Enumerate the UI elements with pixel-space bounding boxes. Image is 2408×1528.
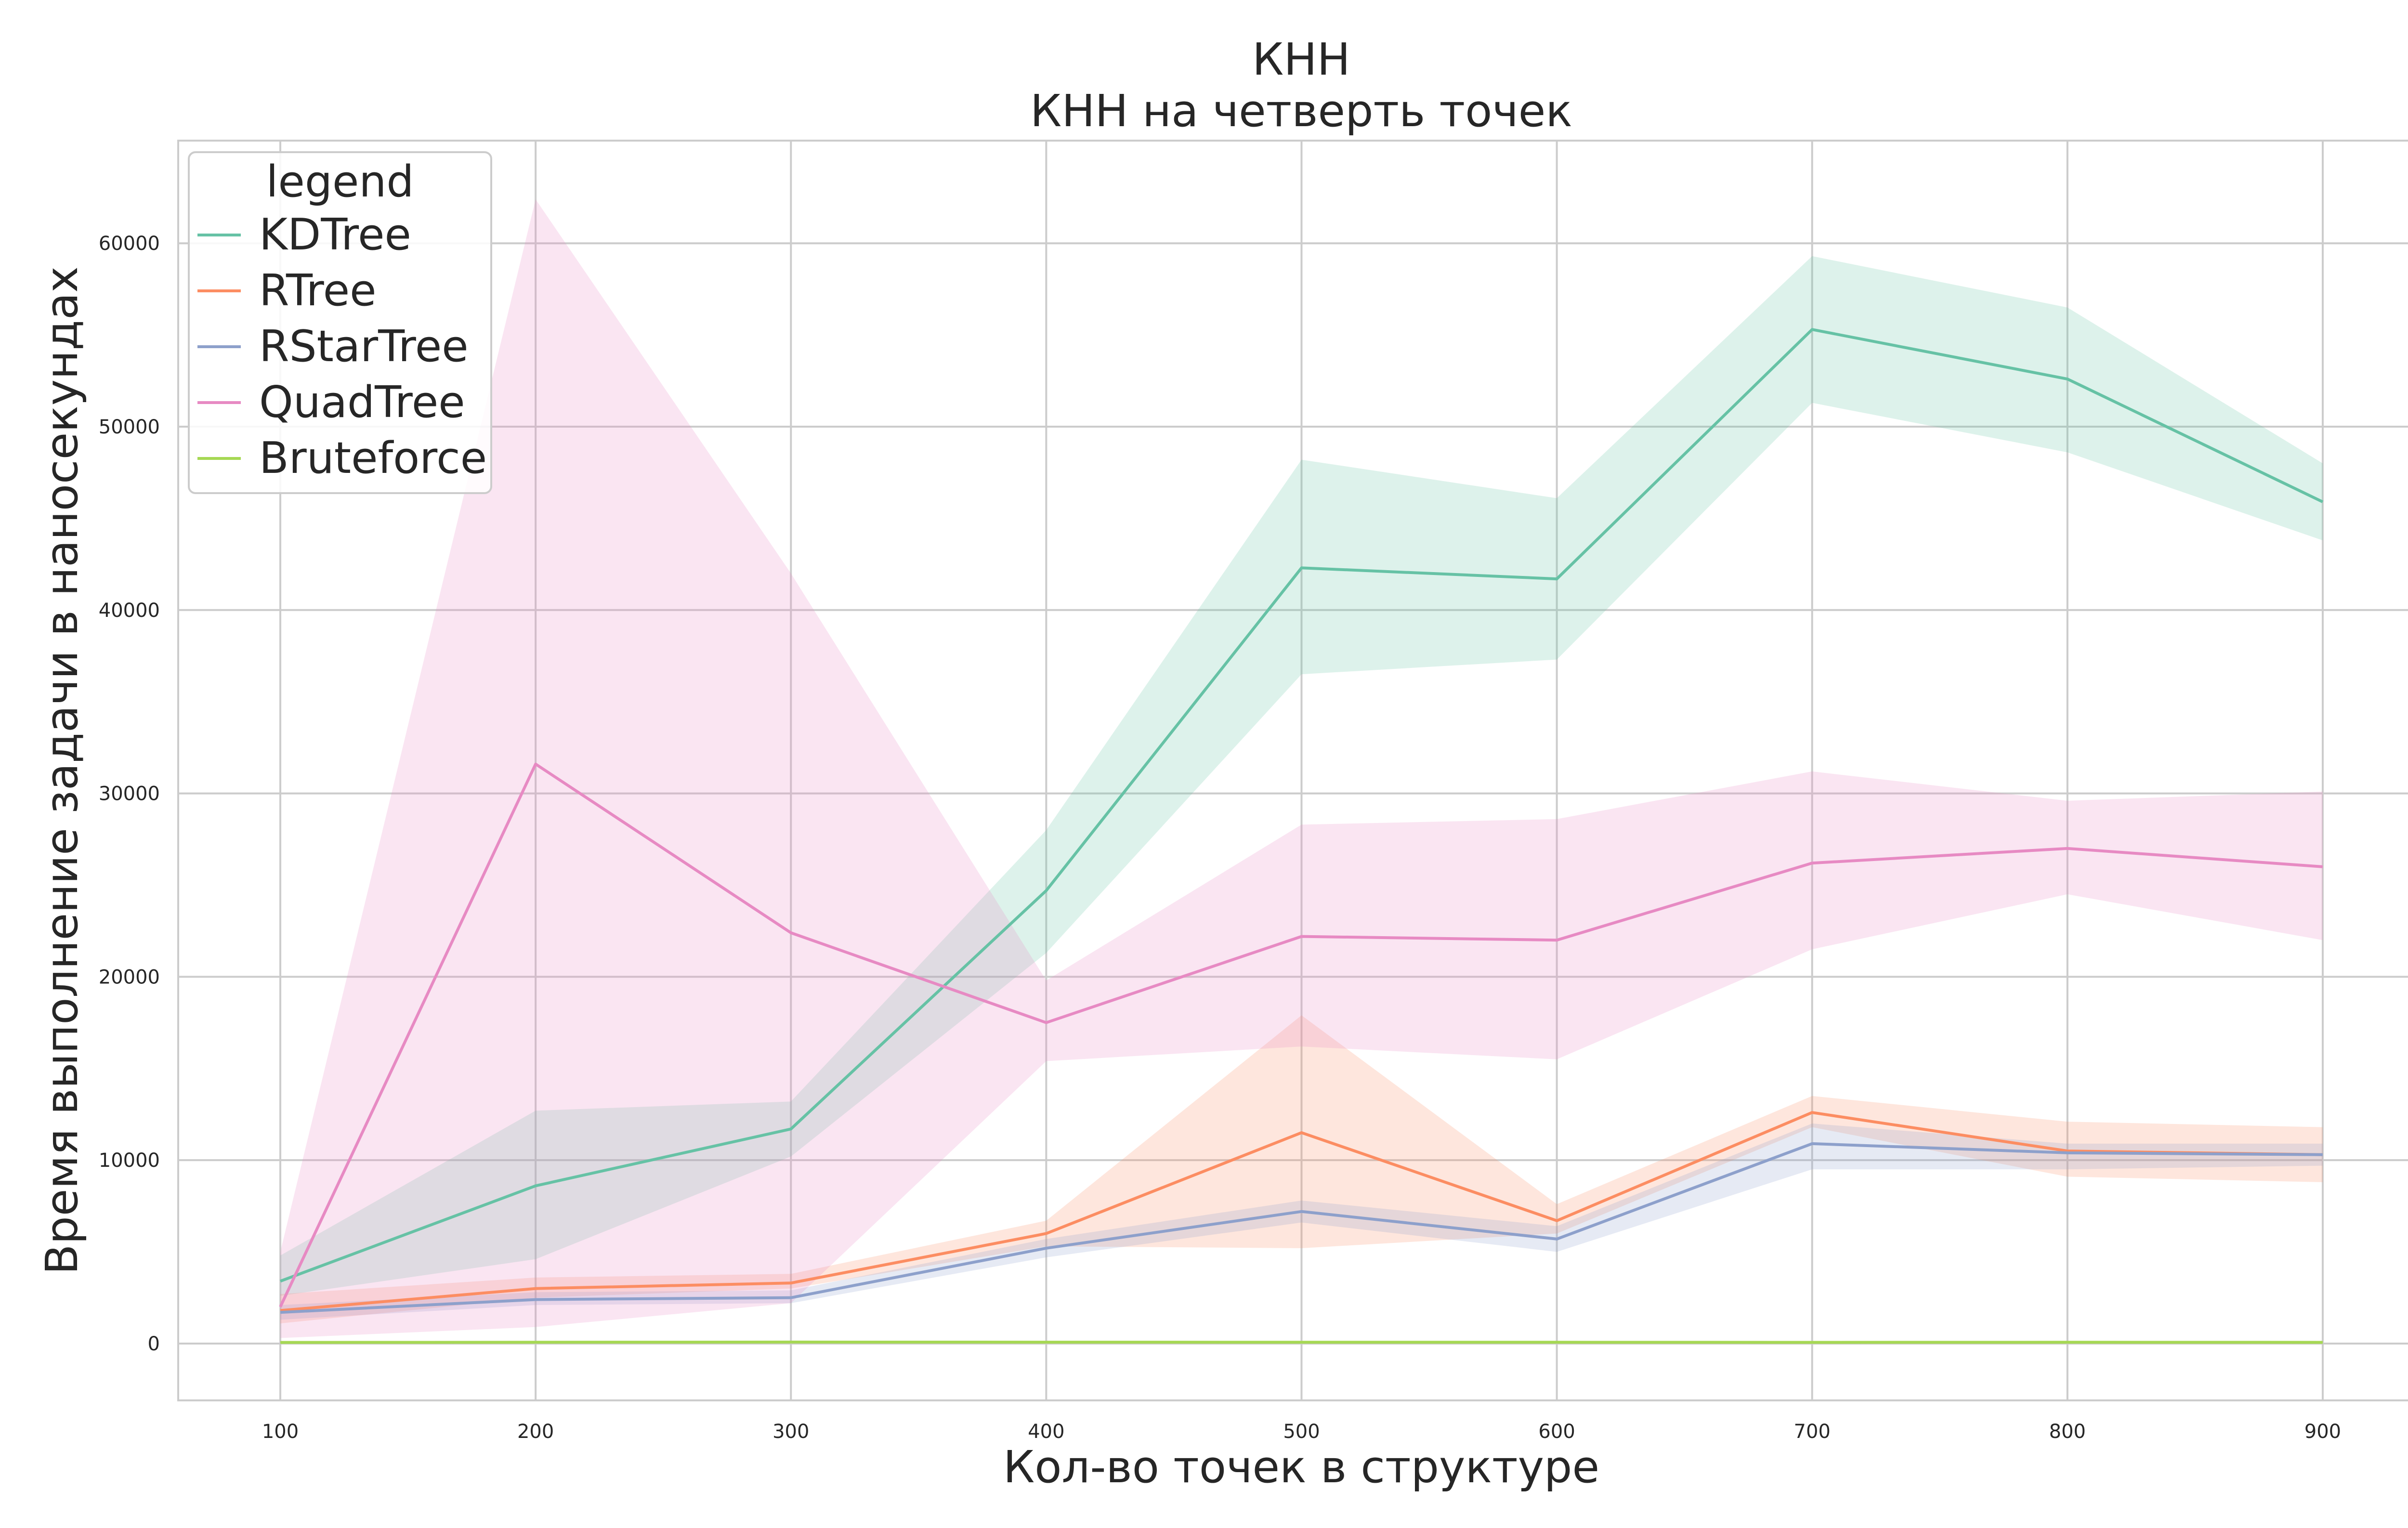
y-tick-label: 30000 xyxy=(99,783,160,805)
line-rstartree xyxy=(280,1142,2323,1314)
x-tick-label: 400 xyxy=(1028,1421,1064,1443)
y-tick-label: 20000 xyxy=(99,966,160,988)
series-lines xyxy=(279,328,2324,1344)
y-tick-label: 0 xyxy=(148,1333,160,1355)
y-tick-labels: 0 10000 20000 30000 40000 50000 60000 xyxy=(99,233,160,1355)
y-tick-label: 50000 xyxy=(99,416,160,438)
band-kdtree xyxy=(280,256,2323,1296)
x-tick-label: 600 xyxy=(1538,1421,1575,1443)
x-tick-labels: 100 200 300 400 500 600 700 800 900 xyxy=(262,1421,2341,1443)
legend-label-rtree: RTree xyxy=(259,265,377,316)
x-tick-label: 700 xyxy=(1794,1421,1831,1443)
y-tick-label: 60000 xyxy=(99,233,160,255)
line-kdtree xyxy=(279,328,2324,1283)
legend-title: legend xyxy=(266,157,414,207)
y-axis-label: Время выполнение задачи в наносекундах xyxy=(36,266,88,1275)
legend-label-rstartree: RStarTree xyxy=(259,321,469,372)
axes-frame xyxy=(177,140,2408,1401)
band-quadtree xyxy=(280,199,2323,1338)
legend-box xyxy=(188,151,492,494)
band-rtree xyxy=(280,1015,2323,1324)
x-tick-label: 100 xyxy=(262,1421,299,1443)
chart-subtitle: КНН на четверть точек xyxy=(1030,85,1572,137)
line-rtree xyxy=(280,1111,2323,1312)
line-bruteforce xyxy=(280,1340,2323,1344)
y-tick-label: 40000 xyxy=(99,600,160,622)
x-tick-label: 200 xyxy=(517,1421,554,1443)
x-tick-label: 500 xyxy=(1283,1421,1320,1443)
x-tick-label: 300 xyxy=(772,1421,809,1443)
band-rstartree xyxy=(280,1123,2323,1320)
x-tick-label: 800 xyxy=(2049,1421,2086,1443)
line-quadtree xyxy=(279,762,2323,1308)
legend: legend KDTreeRTreeRStarTreeQuadTreeBrute… xyxy=(188,151,492,494)
legend-label-kdtree: KDTree xyxy=(259,209,411,260)
legend-label-bruteforce: Bruteforce xyxy=(259,433,487,483)
legend-label-quadtree: QuadTree xyxy=(259,377,465,428)
x-axis-label: Кол-во точек в структуре xyxy=(1003,1441,1599,1493)
y-tick-label: 10000 xyxy=(99,1149,160,1172)
x-tick-label: 900 xyxy=(2304,1421,2341,1443)
chart-title: КНН xyxy=(1252,34,1350,85)
